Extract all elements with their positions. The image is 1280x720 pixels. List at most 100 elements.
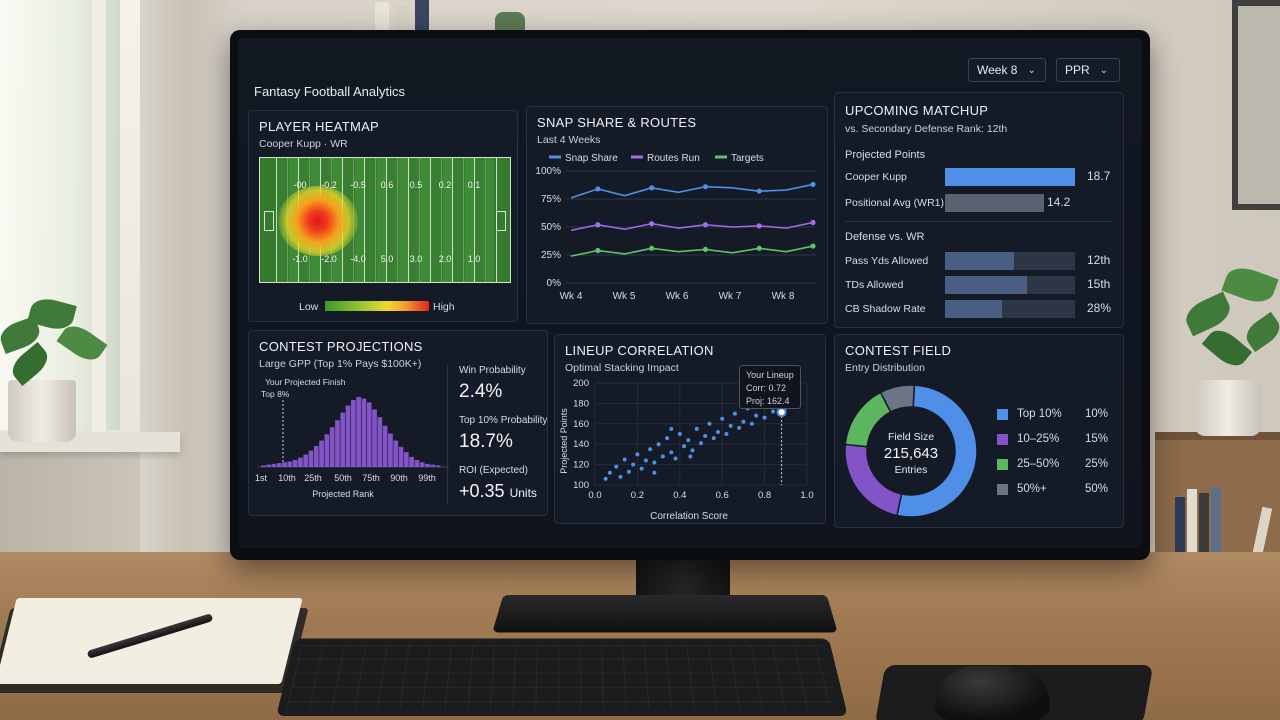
data-point[interactable] — [756, 223, 762, 229]
histogram-bar[interactable] — [419, 462, 425, 467]
scatter-point[interactable] — [728, 423, 733, 428]
routes-run-line[interactable] — [570, 221, 814, 232]
data-point[interactable] — [649, 221, 655, 227]
histogram-bar[interactable] — [319, 440, 324, 467]
histogram-bar[interactable] — [313, 446, 319, 467]
data-point[interactable] — [649, 245, 655, 251]
scatter-point[interactable] — [688, 454, 693, 459]
scatter-point[interactable] — [707, 421, 712, 426]
histogram-bar[interactable] — [425, 463, 430, 467]
data-point[interactable] — [756, 188, 762, 194]
scatter-point[interactable] — [631, 462, 636, 467]
histogram-bar[interactable] — [340, 412, 346, 467]
data-point[interactable] — [595, 186, 601, 192]
week-select[interactable]: Week 8 ⌄ — [968, 58, 1046, 82]
scatter-point[interactable] — [711, 436, 716, 441]
scatter-point[interactable] — [690, 448, 695, 453]
histogram-bar[interactable] — [298, 457, 303, 467]
histogram-bar[interactable] — [356, 397, 361, 467]
scatter-point[interactable] — [618, 474, 623, 479]
scatter-point[interactable] — [643, 458, 648, 463]
data-point[interactable] — [756, 245, 762, 251]
scatter-point[interactable] — [741, 419, 746, 424]
histogram-bar[interactable] — [282, 462, 287, 467]
snap-share-line[interactable] — [570, 183, 814, 199]
scatter-point[interactable] — [669, 450, 674, 455]
scatter-point[interactable] — [703, 434, 708, 439]
histogram-bar[interactable] — [276, 463, 282, 467]
histogram-bar[interactable] — [409, 456, 414, 467]
histogram-bar[interactable] — [403, 452, 409, 467]
scatter-point[interactable] — [660, 454, 665, 459]
scatter-point[interactable] — [652, 460, 657, 465]
histogram-bar[interactable] — [388, 433, 393, 467]
histogram-bar[interactable] — [435, 465, 441, 467]
scatter-point[interactable] — [639, 466, 644, 471]
football-field[interactable]: -00 -0.2 -0.5 0.6 0.5 0.2 0.1 -1.0 -2.0 -4.0 5.0 3.… — [259, 157, 511, 283]
scatter-point[interactable] — [614, 464, 619, 469]
histogram-bar[interactable] — [398, 446, 404, 467]
scatter-point[interactable] — [673, 456, 678, 461]
histogram-bar[interactable] — [324, 434, 330, 467]
histogram-bar[interactable] — [287, 461, 293, 467]
scatter-point[interactable] — [724, 432, 729, 436]
scatter-point[interactable] — [656, 442, 661, 447]
scatter-point[interactable] — [626, 469, 631, 474]
donut-slice[interactable] — [879, 384, 916, 413]
scatter-point[interactable] — [607, 470, 612, 475]
scatter-point[interactable] — [715, 429, 720, 434]
data-point[interactable] — [649, 185, 655, 191]
histogram-bar[interactable] — [303, 454, 309, 467]
scatter-point[interactable] — [682, 444, 687, 449]
data-point[interactable] — [702, 222, 709, 228]
scatter-point[interactable] — [732, 411, 737, 416]
scatter-point[interactable] — [699, 441, 703, 446]
histogram-bar[interactable] — [271, 463, 277, 467]
histogram-bar[interactable] — [382, 425, 388, 467]
scatter-point[interactable] — [694, 426, 699, 431]
correlation-scatter-plot[interactable]: Projected Points Correlation Score 200 18… — [555, 375, 825, 524]
snap-share-line-chart[interactable]: Snap Share Routes Run Targets 100% 75% 50%… — [527, 149, 827, 324]
histogram-bar[interactable] — [335, 420, 340, 467]
histogram-bar[interactable] — [377, 417, 383, 467]
scatter-point[interactable] — [603, 476, 608, 481]
histogram-bar[interactable] — [366, 402, 372, 467]
scatter-point[interactable] — [648, 447, 653, 452]
histogram-bar[interactable] — [393, 440, 399, 467]
histogram-bar[interactable] — [329, 427, 335, 467]
data-point[interactable] — [702, 184, 709, 190]
scatter-point[interactable] — [771, 409, 776, 414]
donut-slice[interactable] — [896, 384, 978, 518]
scatter-point[interactable] — [737, 425, 742, 430]
data-point[interactable] — [810, 243, 816, 249]
histogram-bar[interactable] — [266, 464, 271, 467]
scatter-point[interactable] — [749, 421, 754, 426]
histogram-bar[interactable] — [292, 460, 298, 467]
rank-distribution-histogram[interactable]: Your Projected Finish Top 8% Projected R… — [253, 373, 453, 513]
data-point[interactable] — [810, 219, 816, 226]
histogram-bar[interactable] — [261, 465, 266, 467]
targets-line[interactable] — [570, 245, 814, 257]
histogram-bar[interactable] — [361, 398, 367, 467]
scatter-point[interactable] — [635, 452, 640, 457]
scatter-point[interactable] — [720, 416, 725, 421]
scatter-point[interactable] — [622, 457, 627, 462]
scatter-point[interactable] — [652, 470, 657, 475]
entry-distribution-donut[interactable] — [841, 379, 981, 525]
scatter-point[interactable] — [669, 426, 674, 431]
scatter-point[interactable] — [686, 438, 691, 443]
data-point[interactable] — [810, 181, 816, 188]
histogram-bar[interactable] — [430, 464, 436, 467]
histogram-bar[interactable] — [351, 400, 356, 467]
scatter-point[interactable] — [677, 432, 682, 436]
histogram-bar[interactable] — [345, 405, 351, 467]
scatter-point[interactable] — [754, 413, 759, 418]
your-lineup-point[interactable] — [776, 407, 787, 418]
histogram-bar[interactable] — [414, 460, 420, 467]
histogram-bar[interactable] — [372, 409, 377, 467]
scatter-point[interactable] — [665, 436, 670, 441]
data-point[interactable] — [595, 247, 601, 254]
histogram-bar[interactable] — [308, 450, 314, 467]
data-point[interactable] — [702, 246, 709, 252]
scoring-select[interactable]: PPR ⌄ — [1056, 58, 1120, 82]
